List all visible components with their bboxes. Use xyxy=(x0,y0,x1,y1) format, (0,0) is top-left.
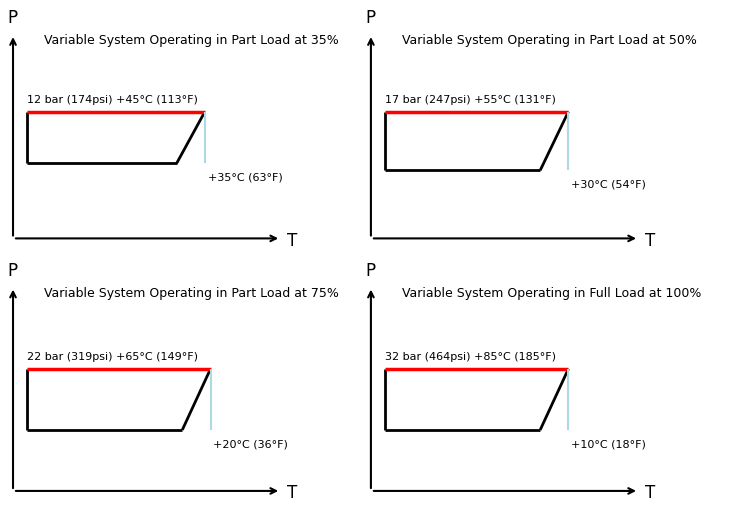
Text: P: P xyxy=(365,9,375,27)
Text: T: T xyxy=(287,484,297,502)
Text: P: P xyxy=(7,9,18,27)
Text: 17 bar (247psi) +55°C (131°F): 17 bar (247psi) +55°C (131°F) xyxy=(385,95,556,104)
Text: +10°C (18°F): +10°C (18°F) xyxy=(572,439,646,450)
Text: Variable System Operating in Part Load at 75%: Variable System Operating in Part Load a… xyxy=(44,287,339,300)
Text: Variable System Operating in Full Load at 100%: Variable System Operating in Full Load a… xyxy=(402,287,702,300)
Text: 32 bar (464psi) +85°C (185°F): 32 bar (464psi) +85°C (185°F) xyxy=(385,352,556,362)
Text: T: T xyxy=(645,232,655,250)
Text: T: T xyxy=(287,232,297,250)
Text: +20°C (36°F): +20°C (36°F) xyxy=(213,439,288,450)
Text: Variable System Operating in Part Load at 35%: Variable System Operating in Part Load a… xyxy=(44,34,339,47)
Text: +35°C (63°F): +35°C (63°F) xyxy=(208,173,283,183)
Text: P: P xyxy=(365,262,375,280)
Text: 12 bar (174psi) +45°C (113°F): 12 bar (174psi) +45°C (113°F) xyxy=(27,95,198,104)
Text: 22 bar (319psi) +65°C (149°F): 22 bar (319psi) +65°C (149°F) xyxy=(27,352,198,362)
Text: +30°C (54°F): +30°C (54°F) xyxy=(572,180,646,190)
Text: P: P xyxy=(7,262,18,280)
Text: T: T xyxy=(645,484,655,502)
Text: Variable System Operating in Part Load at 50%: Variable System Operating in Part Load a… xyxy=(402,34,697,47)
